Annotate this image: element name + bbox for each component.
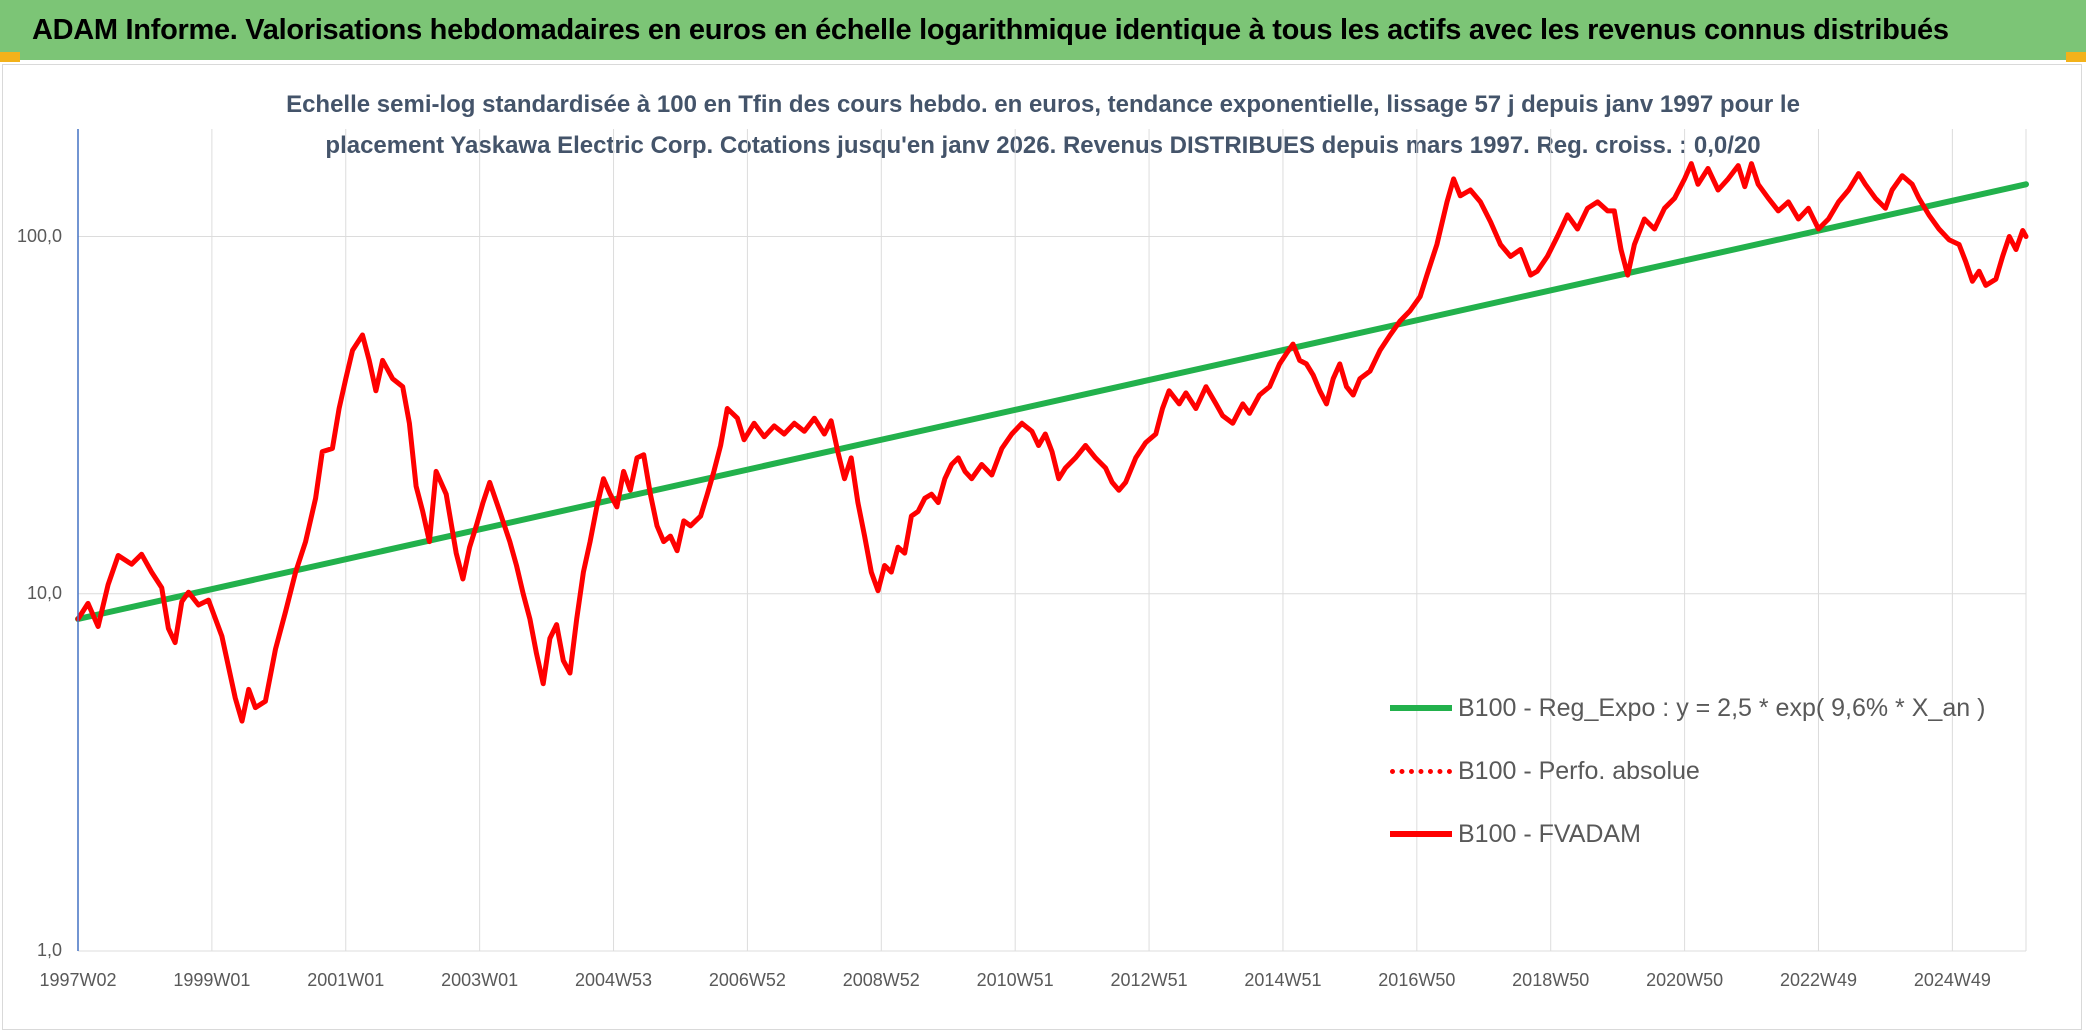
vertical-gridlines: [211, 129, 2027, 951]
x-tick-label-0: 1997W02: [39, 970, 117, 990]
x-tick-label-11: 2018W50: [1512, 970, 1590, 990]
corner-marker-left: [0, 52, 20, 62]
report-title: ADAM Informe. Valorisations hebdomadaire…: [32, 13, 1949, 46]
x-tick-label-5: 2006W52: [708, 970, 786, 990]
x-tick-label-6: 2008W52: [842, 970, 920, 990]
x-tick-label-9: 2014W51: [1244, 970, 1322, 990]
x-tick-label-8: 2012W51: [1110, 970, 1188, 990]
series-layer: [75, 161, 2029, 724]
legend-label-absolute: B100 - Perfo. absolue: [1458, 756, 1700, 785]
x-tick-label-4: 2004W53: [575, 970, 653, 990]
series-line-trend: [75, 181, 2029, 622]
y-tick-label-0: 1,0: [36, 940, 62, 960]
horizontal-gridlines: [78, 236, 2026, 952]
series-line-fvadam: [75, 161, 2029, 724]
legend-swatch-trend: [1390, 705, 1452, 711]
chart-title-line-2: placement Yaskawa Electric Corp. Cotatio…: [325, 132, 1761, 159]
legend-swatch-absolute: [1390, 768, 1452, 774]
x-tick-label-2: 2001W01: [307, 970, 385, 990]
report-banner: ADAM Informe. Valorisations hebdomadaire…: [0, 0, 2086, 60]
y-tick-label-2: 100,0: [16, 225, 62, 246]
chart-frame: [2, 64, 2082, 1030]
legend-label-fvadam: B100 - FVADAM: [1458, 819, 1641, 848]
corner-marker-right: [2066, 52, 2086, 62]
chart-title-line-1: Echelle semi-log standardisée à 100 en T…: [286, 91, 1800, 118]
legend-item-trend: B100 - Reg_Expo : y = 2,5 * exp( 9,6% * …: [1390, 688, 1985, 728]
x-tick-label-3: 2003W01: [441, 970, 519, 990]
x-tick-label-7: 2010W51: [976, 970, 1054, 990]
legend-item-absolute: B100 - Perfo. absolue: [1390, 751, 1700, 791]
legend-item-fvadam: B100 - FVADAM: [1390, 814, 1641, 854]
x-tick-label-10: 2016W50: [1378, 970, 1456, 990]
legend-label-trend: B100 - Reg_Expo : y = 2,5 * exp( 9,6% * …: [1458, 693, 1986, 722]
x-tick-label-1: 1999W01: [173, 970, 251, 990]
y-tick-label-1: 10,0: [26, 582, 62, 603]
legend-swatch-fvadam: [1390, 831, 1452, 837]
x-tick-label-13: 2022W49: [1779, 970, 1857, 990]
x-tick-label-12: 2020W50: [1646, 970, 1724, 990]
x-tick-label-14: 2024W49: [1913, 970, 1991, 990]
